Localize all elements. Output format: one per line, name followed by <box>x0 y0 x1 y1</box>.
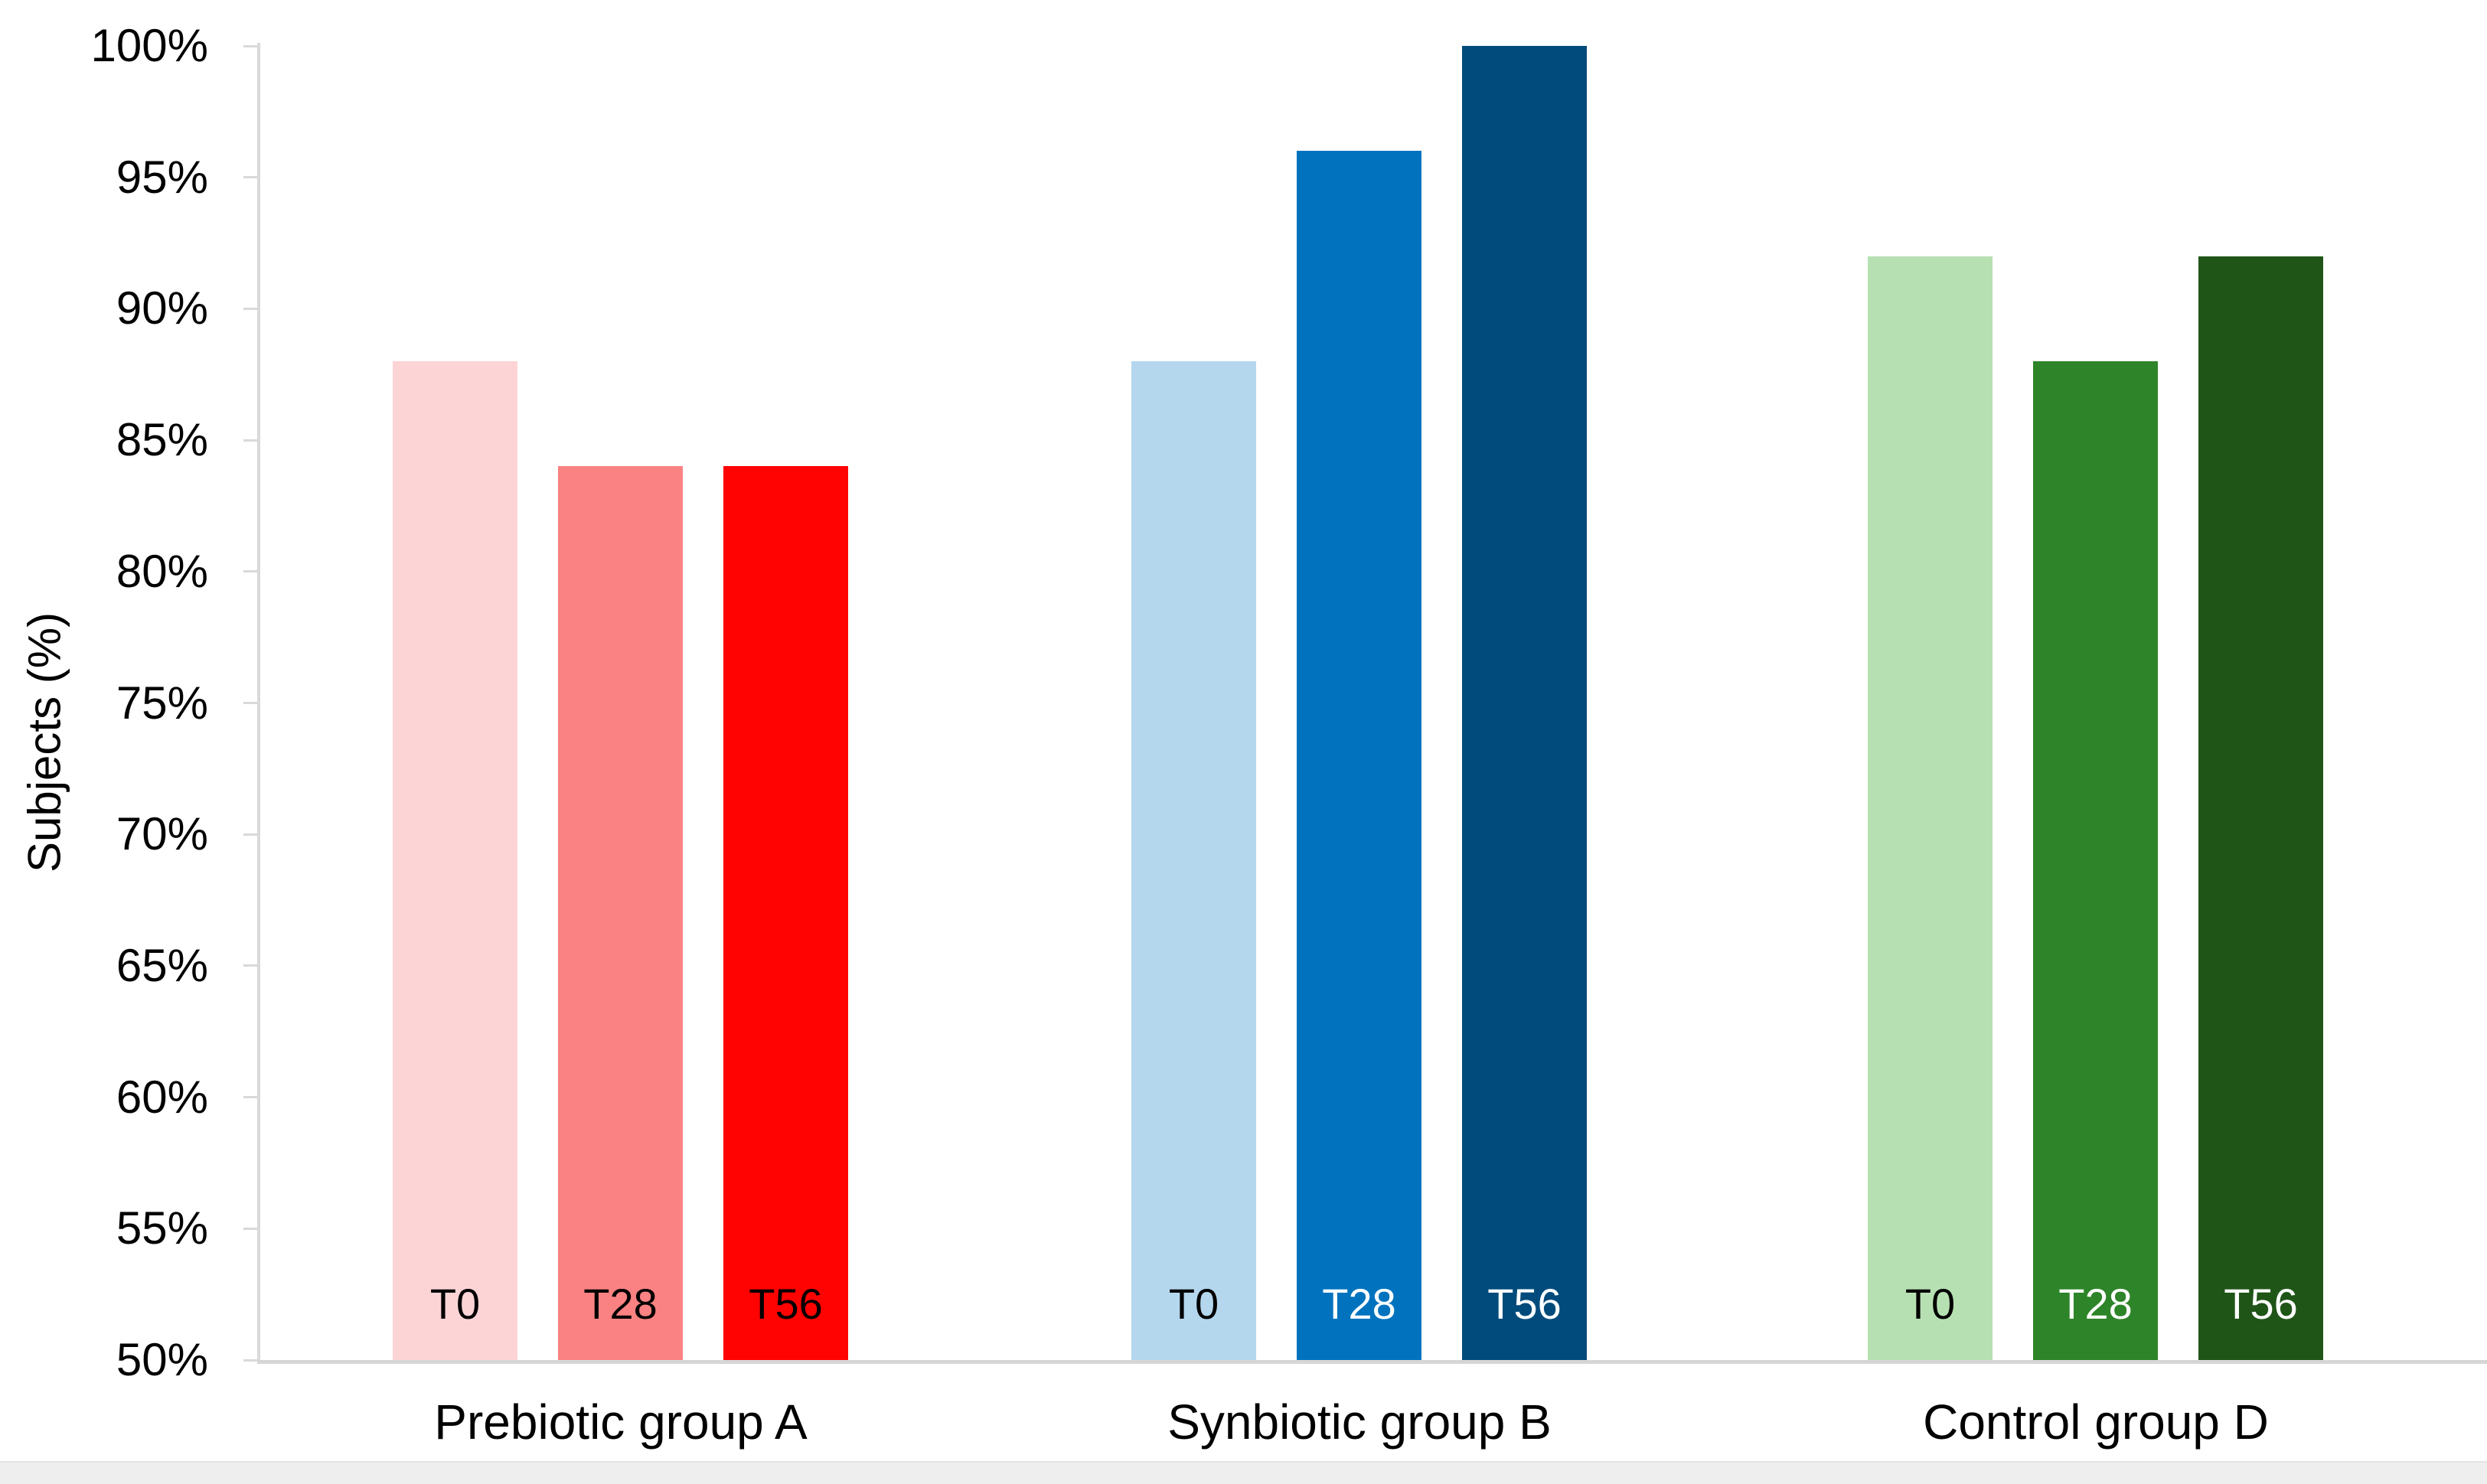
bar-prebiotic-group-a-t56: T56 <box>723 466 848 1360</box>
y-axis-tick <box>243 833 257 836</box>
y-axis-tick <box>243 1228 257 1230</box>
bar-synbiotic-group-b-t28: T28 <box>1297 151 1421 1360</box>
bar-timepoint-label: T0 <box>429 1280 481 1328</box>
y-axis-tick-label: 100% <box>90 20 208 71</box>
y-axis-tick <box>243 439 257 442</box>
y-axis-tick-label: 90% <box>116 282 208 334</box>
bar-timepoint-label: T28 <box>1322 1280 1396 1328</box>
bar-synbiotic-group-b-t0: T0 <box>1131 361 1256 1360</box>
bar-synbiotic-group-b-t56: T56 <box>1462 46 1587 1360</box>
x-axis-group-label: Control group D <box>1923 1394 2269 1450</box>
y-axis-tick-label: 85% <box>116 414 208 465</box>
y-axis-tick-label: 60% <box>116 1071 208 1123</box>
y-axis-tick <box>243 176 257 178</box>
y-axis-tick <box>243 702 257 704</box>
y-axis-tick-label: 70% <box>116 808 208 859</box>
y-axis-tick <box>243 1096 257 1098</box>
x-axis-group-label: Prebiotic group A <box>434 1394 808 1450</box>
y-axis-tick <box>243 308 257 310</box>
bar-timepoint-label: T56 <box>2224 1280 2298 1328</box>
x-axis-group-label: Synbiotic group B <box>1167 1394 1552 1450</box>
y-axis-tick-label: 95% <box>116 152 208 203</box>
y-axis-tick-label: 50% <box>116 1334 208 1385</box>
bar-timepoint-label: T56 <box>749 1280 823 1328</box>
y-axis-tick-label: 75% <box>116 677 208 729</box>
bar-timepoint-label: T56 <box>1487 1280 1562 1328</box>
x-axis-line <box>257 1360 2487 1364</box>
y-axis-tick <box>243 964 257 967</box>
page-bottom-strip <box>0 1461 2487 1484</box>
y-axis-tick-label: 55% <box>116 1202 208 1254</box>
bar-control-group-d-t28: T28 <box>2033 361 2158 1360</box>
bar-prebiotic-group-a-t28: T28 <box>558 466 683 1360</box>
y-axis-tick-label: 80% <box>116 546 208 597</box>
bar-prebiotic-group-a-t0: T0 <box>393 361 517 1360</box>
y-axis-tick <box>243 1359 257 1362</box>
y-axis-tick-label: 65% <box>116 940 208 991</box>
y-axis-tick <box>243 45 257 47</box>
bar-control-group-d-t56: T56 <box>2198 256 2323 1360</box>
bar-control-group-d-t0: T0 <box>1868 256 1993 1360</box>
bar-timepoint-label: T0 <box>1168 1280 1219 1328</box>
y-axis-line <box>257 43 260 1362</box>
bar-timepoint-label: T28 <box>2058 1280 2133 1328</box>
bar-timepoint-label: T28 <box>583 1280 658 1328</box>
y-axis-tick <box>243 570 257 572</box>
bar-timepoint-label: T0 <box>1904 1280 1956 1328</box>
